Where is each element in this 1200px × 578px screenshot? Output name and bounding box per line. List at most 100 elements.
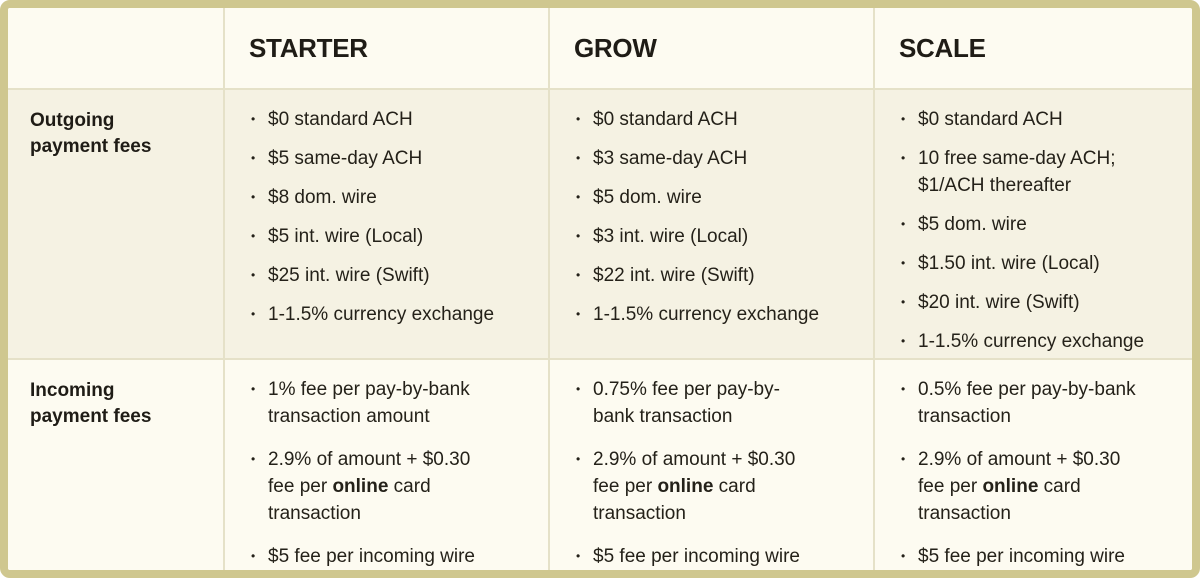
fee-item: • 2.9% of amount + $0.30 fee per online … (251, 446, 530, 527)
fee-item: • $22 int. wire (Swift) (576, 262, 855, 289)
column-header-scale: SCALE (873, 8, 1192, 88)
fee-text: 2.9% of amount + $0.30 fee per online ca… (918, 446, 1138, 527)
bullet-dot: • (576, 190, 581, 204)
bullet-dot: • (576, 229, 581, 243)
cell-incoming-scale: • 0.5% fee per pay-by-bank transaction •… (873, 358, 1192, 570)
bullet-dot: • (901, 382, 906, 396)
fee-item: • $5 dom. wire (901, 211, 1174, 238)
fee-text: $5 fee per incoming wire (918, 546, 1125, 567)
fee-item: • 1-1.5% currency exchange (901, 328, 1174, 355)
fee-text: 2.9% of amount + $0.30 fee per online ca… (593, 446, 813, 527)
bullet-dot: • (251, 151, 256, 165)
fee-text: $5 int. wire (Local) (268, 226, 424, 247)
fee-text: 0.75% fee per pay-by-bank transaction (593, 379, 780, 427)
column-header-label: GROW (574, 32, 657, 63)
fee-item: • 0.5% fee per pay-by-bank transaction (901, 376, 1174, 430)
fee-text-segment: card transaction (918, 476, 1081, 524)
corner-cell (8, 8, 223, 88)
bullet-dot: • (576, 307, 581, 321)
bullet-dot: • (901, 217, 906, 231)
fee-item: • 2.9% of amount + $0.30 fee per online … (901, 446, 1174, 527)
bullet-dot: • (576, 268, 581, 282)
bullet-dot: • (251, 307, 256, 321)
fee-item: • 1-1.5% currency exchange (251, 301, 530, 328)
fee-text: 1% fee per pay-by-bank transaction amoun… (268, 379, 470, 427)
bullet-dot: • (576, 112, 581, 126)
bullet-dot: • (901, 295, 906, 309)
bullet-dot: • (251, 452, 256, 466)
fee-item: • $25 int. wire (Swift) (251, 262, 530, 289)
fee-item: • $8 dom. wire (251, 184, 530, 211)
bullet-dot: • (901, 256, 906, 270)
fee-text: 1-1.5% currency exchange (918, 331, 1145, 352)
fee-text: $3 same-day ACH (593, 148, 748, 169)
fee-text: $0 standard ACH (593, 109, 738, 130)
fee-text-segment: card transaction (593, 476, 756, 524)
cell-outgoing-starter: • $0 standard ACH • $5 same-day ACH • $8… (223, 88, 548, 358)
row-label: Outgoing payment fees (30, 110, 152, 157)
bullet-dot: • (901, 334, 906, 348)
fee-item: • 0.75% fee per pay-by-bank transaction (576, 376, 855, 430)
bullet-dot: • (901, 452, 906, 466)
fee-text: $5 dom. wire (918, 214, 1027, 235)
row-header-outgoing-fees: Outgoing payment fees (8, 88, 223, 358)
fee-text: 1-1.5% currency exchange (268, 304, 495, 325)
fee-text: $25 int. wire (Swift) (268, 265, 430, 286)
fee-text: $0 standard ACH (268, 109, 413, 130)
fee-text: $5 dom. wire (593, 187, 702, 208)
fee-item: • $3 same-day ACH (576, 145, 855, 172)
column-header-starter: STARTER (223, 8, 548, 88)
bullet-dot: • (251, 190, 256, 204)
cell-outgoing-grow: • $0 standard ACH • $3 same-day ACH • $5… (548, 88, 873, 358)
bullet-dot: • (901, 112, 906, 126)
cell-incoming-grow: • 0.75% fee per pay-by-bank transaction … (548, 358, 873, 570)
bullet-dot: • (576, 151, 581, 165)
fee-item: • $3 int. wire (Local) (576, 223, 855, 250)
cell-incoming-starter: • 1% fee per pay-by-bank transaction amo… (223, 358, 548, 570)
fee-item: • $5 fee per incoming wire (251, 543, 530, 570)
bullet-dot: • (251, 268, 256, 282)
fee-item: • $5 dom. wire (576, 184, 855, 211)
fee-item: • 2.9% of amount + $0.30 fee per online … (576, 446, 855, 527)
fee-text: $0 standard ACH (918, 109, 1063, 130)
fee-item: • $5 fee per incoming wire (576, 543, 855, 570)
bullet-dot: • (576, 452, 581, 466)
fee-text-segment: 2.9% of amount + $0.30 fee per (593, 449, 796, 497)
fee-text-segment: 2.9% of amount + $0.30 fee per (918, 449, 1121, 497)
fee-item: • 1% fee per pay-by-bank transaction amo… (251, 376, 530, 430)
bullet-dot: • (251, 382, 256, 396)
bullet-dot: • (251, 112, 256, 126)
fee-text-segment: 2.9% of amount + $0.30 fee per (268, 449, 471, 497)
fee-text: 10 free same-day ACH; $1/ACH thereafter (918, 148, 1116, 196)
fee-text-bold: online (332, 476, 389, 497)
fee-text-bold: online (657, 476, 714, 497)
cell-outgoing-scale: • $0 standard ACH • 10 free same-day ACH… (873, 88, 1192, 358)
bullet-dot: • (576, 382, 581, 396)
fee-text: $22 int. wire (Swift) (593, 265, 755, 286)
bullet-dot: • (901, 151, 906, 165)
bullet-dot: • (251, 549, 256, 563)
column-header-label: STARTER (249, 32, 368, 63)
fee-text: $5 same-day ACH (268, 148, 423, 169)
bullet-dot: • (901, 549, 906, 563)
bullet-dot: • (251, 229, 256, 243)
fee-item: • 10 free same-day ACH; $1/ACH thereafte… (901, 145, 1174, 199)
fee-text: $5 fee per incoming wire (593, 546, 800, 567)
fee-item: • $1.50 int. wire (Local) (901, 250, 1174, 277)
column-header-label: SCALE (899, 32, 986, 63)
fee-text-segment: card transaction (268, 476, 431, 524)
fee-text: $5 fee per incoming wire (268, 546, 475, 567)
fee-item: • $0 standard ACH (576, 106, 855, 133)
fee-item: • 1-1.5% currency exchange (576, 301, 855, 328)
bullet-dot: • (576, 549, 581, 563)
fee-item: • $0 standard ACH (251, 106, 530, 133)
fee-text: 0.5% fee per pay-by-bank transaction (918, 379, 1136, 427)
fee-text: 1-1.5% currency exchange (593, 304, 820, 325)
fee-text: $8 dom. wire (268, 187, 377, 208)
fee-text: $20 int. wire (Swift) (918, 292, 1080, 313)
fee-text: $1.50 int. wire (Local) (918, 253, 1100, 274)
fee-item: • $5 int. wire (Local) (251, 223, 530, 250)
row-header-incoming-fees: Incoming payment fees (8, 358, 223, 570)
fee-text-bold: online (982, 476, 1039, 497)
